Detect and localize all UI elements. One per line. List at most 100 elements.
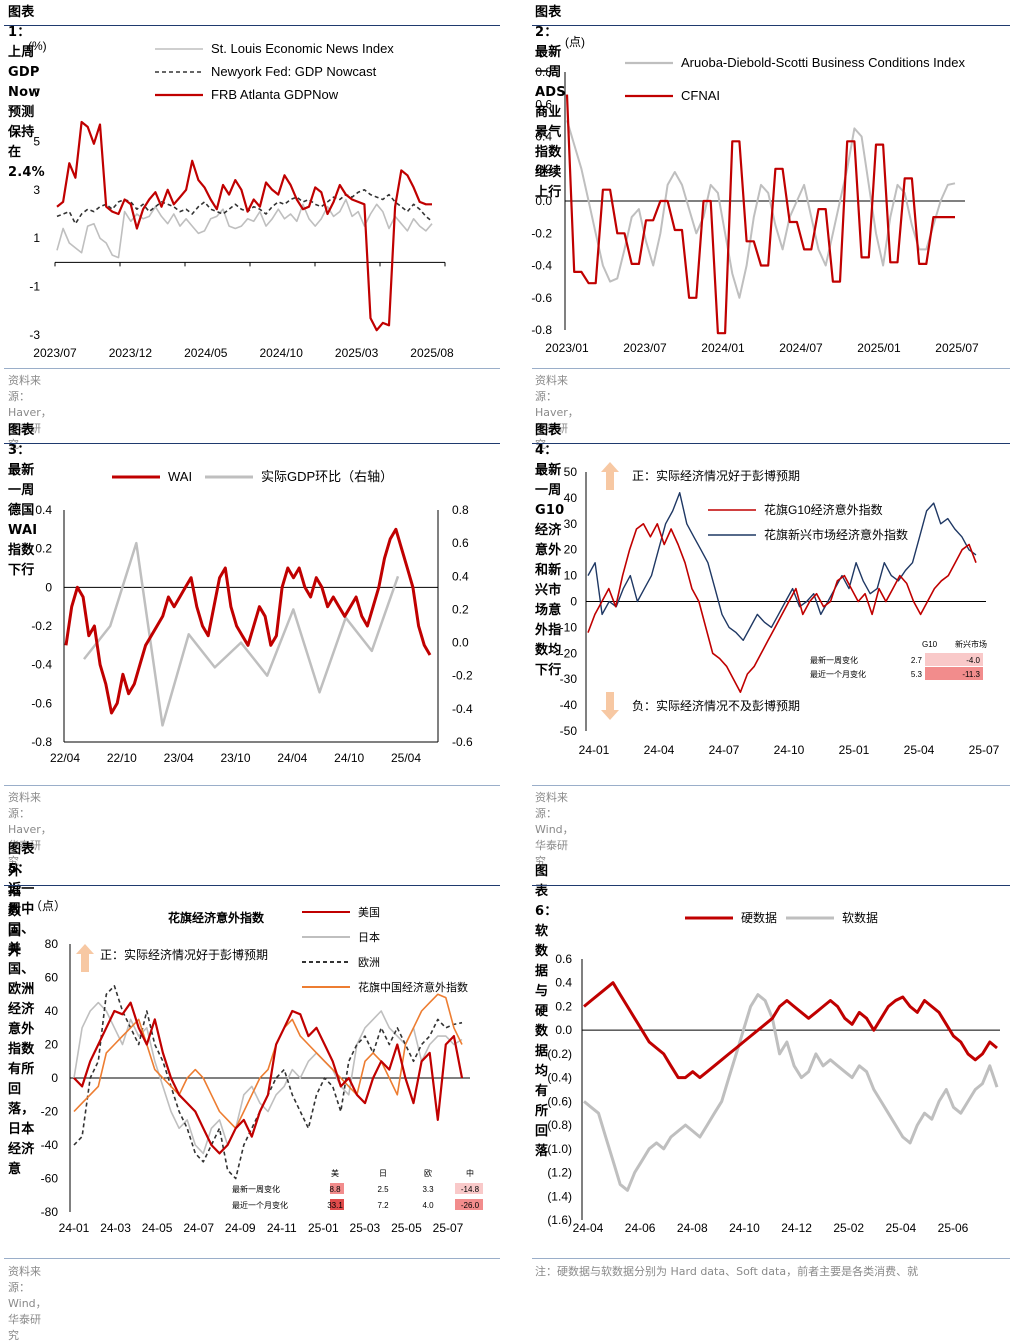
chart1-y-tick: 3 bbox=[33, 183, 40, 197]
chart5-title-line1: 图表5： 近一周中国、美国、欧洲经济意外指数有所回落，日本经济意 bbox=[8, 842, 35, 1177]
chart5-xtick: 24-03 bbox=[100, 1221, 131, 1235]
chart3-xtick: 22/04 bbox=[50, 751, 80, 765]
chart6-y-tick: (1.4) bbox=[547, 1189, 572, 1203]
chart4-tbl-v11: 2.7 bbox=[911, 656, 923, 665]
chart3-xtick: 24/10 bbox=[334, 751, 364, 765]
chart6-y-tick: 0.0 bbox=[555, 1023, 572, 1037]
chart5-tbl-h1: 美 bbox=[331, 1168, 339, 1178]
chart4-tbl-h1: G10 bbox=[922, 640, 938, 649]
chart5-legend-2-label: 欧洲 bbox=[358, 956, 380, 969]
chart2-y-tick: 0.0 bbox=[535, 194, 552, 208]
chart6-y-tick: (1.0) bbox=[547, 1142, 572, 1156]
chart3-yleft-tick: -0.2 bbox=[31, 619, 52, 633]
chart1-legend-1-label: Newyork Fed: GDP Nowcast bbox=[211, 64, 377, 79]
chart5-up-arrow bbox=[76, 944, 94, 972]
chart5-tbl-r2: 最近一个月变化 bbox=[232, 1200, 288, 1210]
chart1-series-2 bbox=[56, 120, 432, 332]
chart4-source: 资料来源：Wind，华泰研究 bbox=[535, 791, 574, 868]
chart6-xtick: 24-08 bbox=[677, 1221, 708, 1235]
chart3-xtick: 25/04 bbox=[391, 751, 421, 765]
chart6-xtick: 24-04 bbox=[573, 1221, 604, 1235]
chart5-xtick: 24-09 bbox=[225, 1221, 256, 1235]
chart1-series-1 bbox=[56, 189, 433, 225]
chart6-xtick: 24-12 bbox=[781, 1221, 812, 1235]
chart4-tbl-h2: 新兴市场 bbox=[955, 639, 987, 649]
chart6-y-tick: (0.4) bbox=[547, 1071, 572, 1085]
chart3-yleft-tick: -0.8 bbox=[31, 735, 52, 749]
chart5-tbl-v24: -26.0 bbox=[461, 1201, 480, 1210]
chart6-xtick: 25-06 bbox=[938, 1221, 969, 1235]
chart5-tbl-h3: 欧 bbox=[424, 1168, 432, 1178]
chart4-xtick: 24-07 bbox=[709, 743, 740, 757]
chart6-y-tick: 0.4 bbox=[555, 976, 572, 990]
chart4-y-tick: 20 bbox=[564, 543, 578, 557]
chart4-y-tick: 10 bbox=[564, 569, 578, 583]
chart6-plot: 硬数据 软数据 0.6 0.4 0.2 0.0 (0.2) (0.4) (0.6) (0.8) (1… bbox=[547, 910, 1000, 1235]
chart5-y-tick: 20 bbox=[45, 1038, 59, 1052]
chart1-xtick: 2025/03 bbox=[335, 346, 379, 360]
chart5-y-tick: -20 bbox=[41, 1105, 59, 1119]
chart5-tbl-cell-bg bbox=[330, 1183, 344, 1194]
chart2-source: 资料来源：Haver，华泰研究 bbox=[535, 374, 579, 451]
chart2-xtick: 2023/07 bbox=[623, 341, 667, 355]
chart3-yright-tick: 0.4 bbox=[452, 569, 469, 583]
chart4-tbl-r1: 最新一周变化 bbox=[810, 655, 858, 665]
chart4-y-tick: -40 bbox=[560, 698, 578, 712]
chart2-unit: (点) bbox=[565, 35, 585, 49]
chart2-plot: (点) 0.8 0.6 0.4 0.2 0.0 -0.2 -0.4 -0.6 -0.8 2023/0… bbox=[531, 35, 979, 355]
chart6-y-tick: (0.2) bbox=[547, 1047, 572, 1061]
chart1-y-tick: -1 bbox=[29, 280, 40, 294]
chart2-xtick: 2025/01 bbox=[857, 341, 901, 355]
chart5-xtick: 24-11 bbox=[267, 1221, 297, 1235]
chart1-y-tick: 7 bbox=[33, 86, 40, 100]
chart5-tbl-r1: 最新一周变化 bbox=[232, 1184, 280, 1194]
chart5-series-1 bbox=[73, 1001, 463, 1155]
chart5-y-tick: -60 bbox=[41, 1172, 59, 1186]
chart3-xtick: 24/04 bbox=[277, 751, 307, 765]
chart2-title: 图表2： 最新一周 ADS 商业景气指数继续上行 bbox=[535, 5, 566, 200]
chart5-legend-1-label: 日本 bbox=[358, 930, 380, 944]
chart4-legend-1-label: 花旗新兴市场经济意外指数 bbox=[764, 527, 908, 542]
chart6-xtick: 24-06 bbox=[625, 1221, 656, 1235]
chart6-title: 图表6： 软数据与硬数据均有所回落 bbox=[535, 864, 558, 1159]
chart5-tbl-cell-bg bbox=[455, 1199, 483, 1210]
chart4-y-tick: -50 bbox=[560, 724, 578, 738]
chart4-y-tick: -30 bbox=[560, 672, 578, 686]
chart2-y-tick: 0.8 bbox=[535, 65, 552, 79]
chart4-down-arrow bbox=[601, 692, 619, 720]
chart3-xtick: 23/04 bbox=[164, 751, 194, 765]
chart5-y-tick: -80 bbox=[41, 1205, 59, 1219]
chart6-xtick: 24-10 bbox=[729, 1221, 760, 1235]
chart1-unit: (%) bbox=[28, 39, 47, 53]
chart3-yright-tick: 0.8 bbox=[452, 503, 469, 517]
chart5-tbl-cell-bg bbox=[330, 1199, 344, 1210]
chart6-y-tick: (1.6) bbox=[547, 1213, 572, 1227]
chart3-source: 资料来源：Haver，华泰研究 bbox=[8, 791, 52, 868]
chart4-series-g10 bbox=[587, 523, 977, 693]
chart3-legend-1-label: 实际GDP环比（右轴） bbox=[261, 469, 393, 484]
chart5-xtick: 25-03 bbox=[350, 1221, 381, 1235]
chart2-y-tick: 0.2 bbox=[535, 162, 552, 176]
chart2-xtick: 2025/07 bbox=[935, 341, 979, 355]
chart5-xtick: 24-01 bbox=[59, 1221, 90, 1235]
chart4-xtick: 24-10 bbox=[774, 743, 805, 757]
chart5-xtick: 24-07 bbox=[183, 1221, 214, 1235]
chart1-xtick: 2024/10 bbox=[260, 346, 304, 360]
chart5-tbl-h2: 日 bbox=[379, 1169, 387, 1178]
chart2-xtick: 2023/01 bbox=[545, 341, 589, 355]
chart6-y-tick: 0.2 bbox=[555, 999, 572, 1013]
chart1-legend-2-label: FRB Atlanta GDPNow bbox=[211, 87, 339, 102]
chart4-tbl-v21: 5.3 bbox=[911, 670, 923, 679]
chart1-y-tick: 5 bbox=[33, 134, 40, 148]
chart1-title: 图表1： 上周 GDP Now 预测保持在 2.4% bbox=[8, 5, 45, 180]
chart4-tbl-v12: -4.0 bbox=[966, 656, 980, 665]
chart3-title: 图表3： 最新一周德国 WAI 指数下行 bbox=[8, 423, 38, 578]
chart2-xtick: 2024/01 bbox=[701, 341, 745, 355]
chart3-yleft-tick: 0 bbox=[45, 580, 52, 594]
chart4-y-tick: 40 bbox=[564, 491, 578, 505]
chart2-legend-1-label: CFNAI bbox=[681, 88, 720, 103]
chart5-y-tick: 0 bbox=[51, 1071, 58, 1085]
chart5-series-0 bbox=[73, 1001, 464, 1155]
chart4-y-tick: -20 bbox=[560, 646, 578, 660]
